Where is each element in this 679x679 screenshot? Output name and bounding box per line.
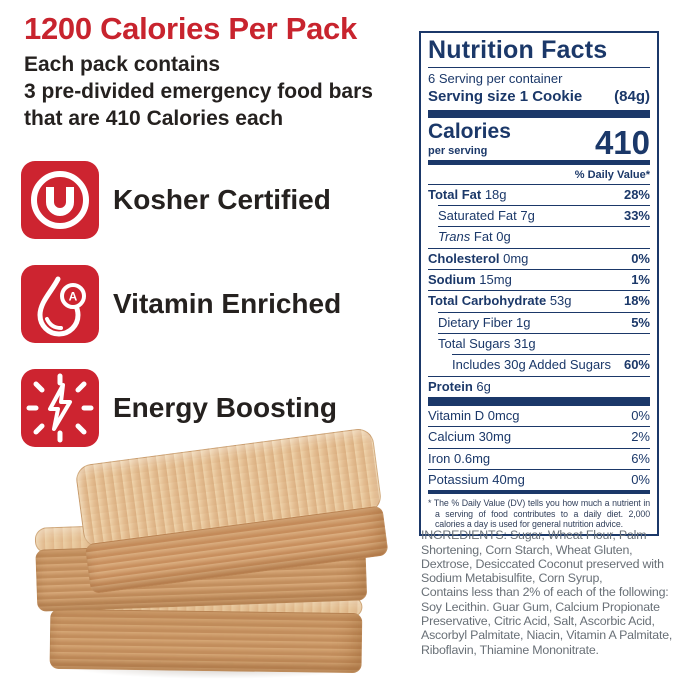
divider-thick <box>428 396 650 406</box>
calories-row: Calories per serving 410 <box>428 118 650 160</box>
nutrition-row: Protein 6g <box>428 375 650 397</box>
feature-energy: Energy Boosting <box>21 369 421 447</box>
calories-label: Calories <box>428 119 511 143</box>
calories-per-serving: per serving <box>428 144 488 157</box>
nutrition-row: Vitamin D 0mcg 0% <box>428 407 650 423</box>
nutrition-row: Total Carbohydrate 53g 18% <box>428 290 650 311</box>
nutrition-row: Trans Fat 0g <box>438 226 650 247</box>
nutrition-row: Iron 0.6mg 6% <box>428 447 650 469</box>
feature-label: Kosher Certified <box>113 184 331 215</box>
nutrition-row: Potassium 40mg 0% <box>428 468 650 490</box>
nutrition-row: Saturated Fat 7g 33% <box>438 204 650 226</box>
vitamin-a-drop-icon: A <box>21 265 99 343</box>
servings-per-container: 6 Serving per container <box>428 71 563 86</box>
energy-bolt-icon <box>21 369 99 447</box>
svg-text:A: A <box>69 290 78 304</box>
serving-size-label: Serving size 1 Cookie <box>428 87 583 105</box>
headline-subtitle: Each pack contains 3 pre-divided emergen… <box>24 52 373 131</box>
feature-label: Vitamin Enriched <box>113 288 342 319</box>
intro-block: 1200 Calories Per Pack Each pack contain… <box>24 11 424 132</box>
nutrition-row: Total Fat 18g 28% <box>428 183 650 205</box>
nutrition-row: Includes 30g Added Sugars 60% <box>452 354 650 375</box>
nutrition-row: Dietary Fiber 1g 5% <box>438 311 650 333</box>
divider-small <box>428 490 650 495</box>
nutrition-facts-label: Nutrition Facts 6 Serving per container … <box>419 31 659 537</box>
daily-value-header: % Daily Value* <box>574 168 650 181</box>
headline: 1200 Calories Per Pack <box>24 11 357 46</box>
vitamin-rows: Vitamin D 0mcg 0% Calcium 30mg 2% Iron 0.6mg… <box>428 406 650 490</box>
feature-vitamin: A Vitamin Enriched <box>21 265 421 343</box>
kosher-u-icon <box>21 161 99 239</box>
calories-value: 410 <box>594 124 650 162</box>
nutrition-row: Cholesterol 0mg 0% <box>428 247 650 269</box>
feature-kosher: Kosher Certified <box>21 161 421 239</box>
feature-list: Kosher Certified A Vitamin Enriched <box>21 161 421 473</box>
feature-label: Energy Boosting <box>113 392 338 423</box>
serving-size-row: Serving size 1 Cookie (84g) <box>428 88 650 110</box>
nutrition-row: Total Sugars 31g <box>438 332 650 354</box>
nutrient-rows: Total Fat 18g 28% Saturated Fat 7g 33% Trans… <box>428 183 650 397</box>
nutrition-row: Calcium 30mg 2% <box>428 426 650 447</box>
divider-medium <box>428 159 650 165</box>
nutrition-title: Nutrition Facts <box>428 37 650 68</box>
divider-thick <box>428 109 650 118</box>
daily-value-footnote: * The % Daily Value (DV) tells you how m… <box>428 498 650 529</box>
ingredients-text: INGREDIENTS: Sugar, Wheat Flour, Palm Sh… <box>421 528 673 657</box>
nutrition-row: Sodium 15mg 1% <box>428 268 650 290</box>
serving-size-weight: (84g) <box>614 87 650 105</box>
food-bars-photo <box>22 427 412 679</box>
